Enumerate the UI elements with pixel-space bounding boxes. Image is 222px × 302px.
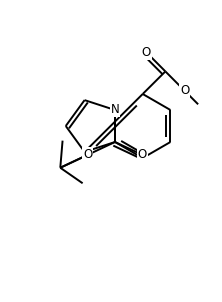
Text: O: O <box>83 148 92 161</box>
Text: O: O <box>180 84 189 97</box>
Text: O: O <box>138 148 147 161</box>
Text: N: N <box>111 104 119 117</box>
Text: O: O <box>142 46 151 59</box>
